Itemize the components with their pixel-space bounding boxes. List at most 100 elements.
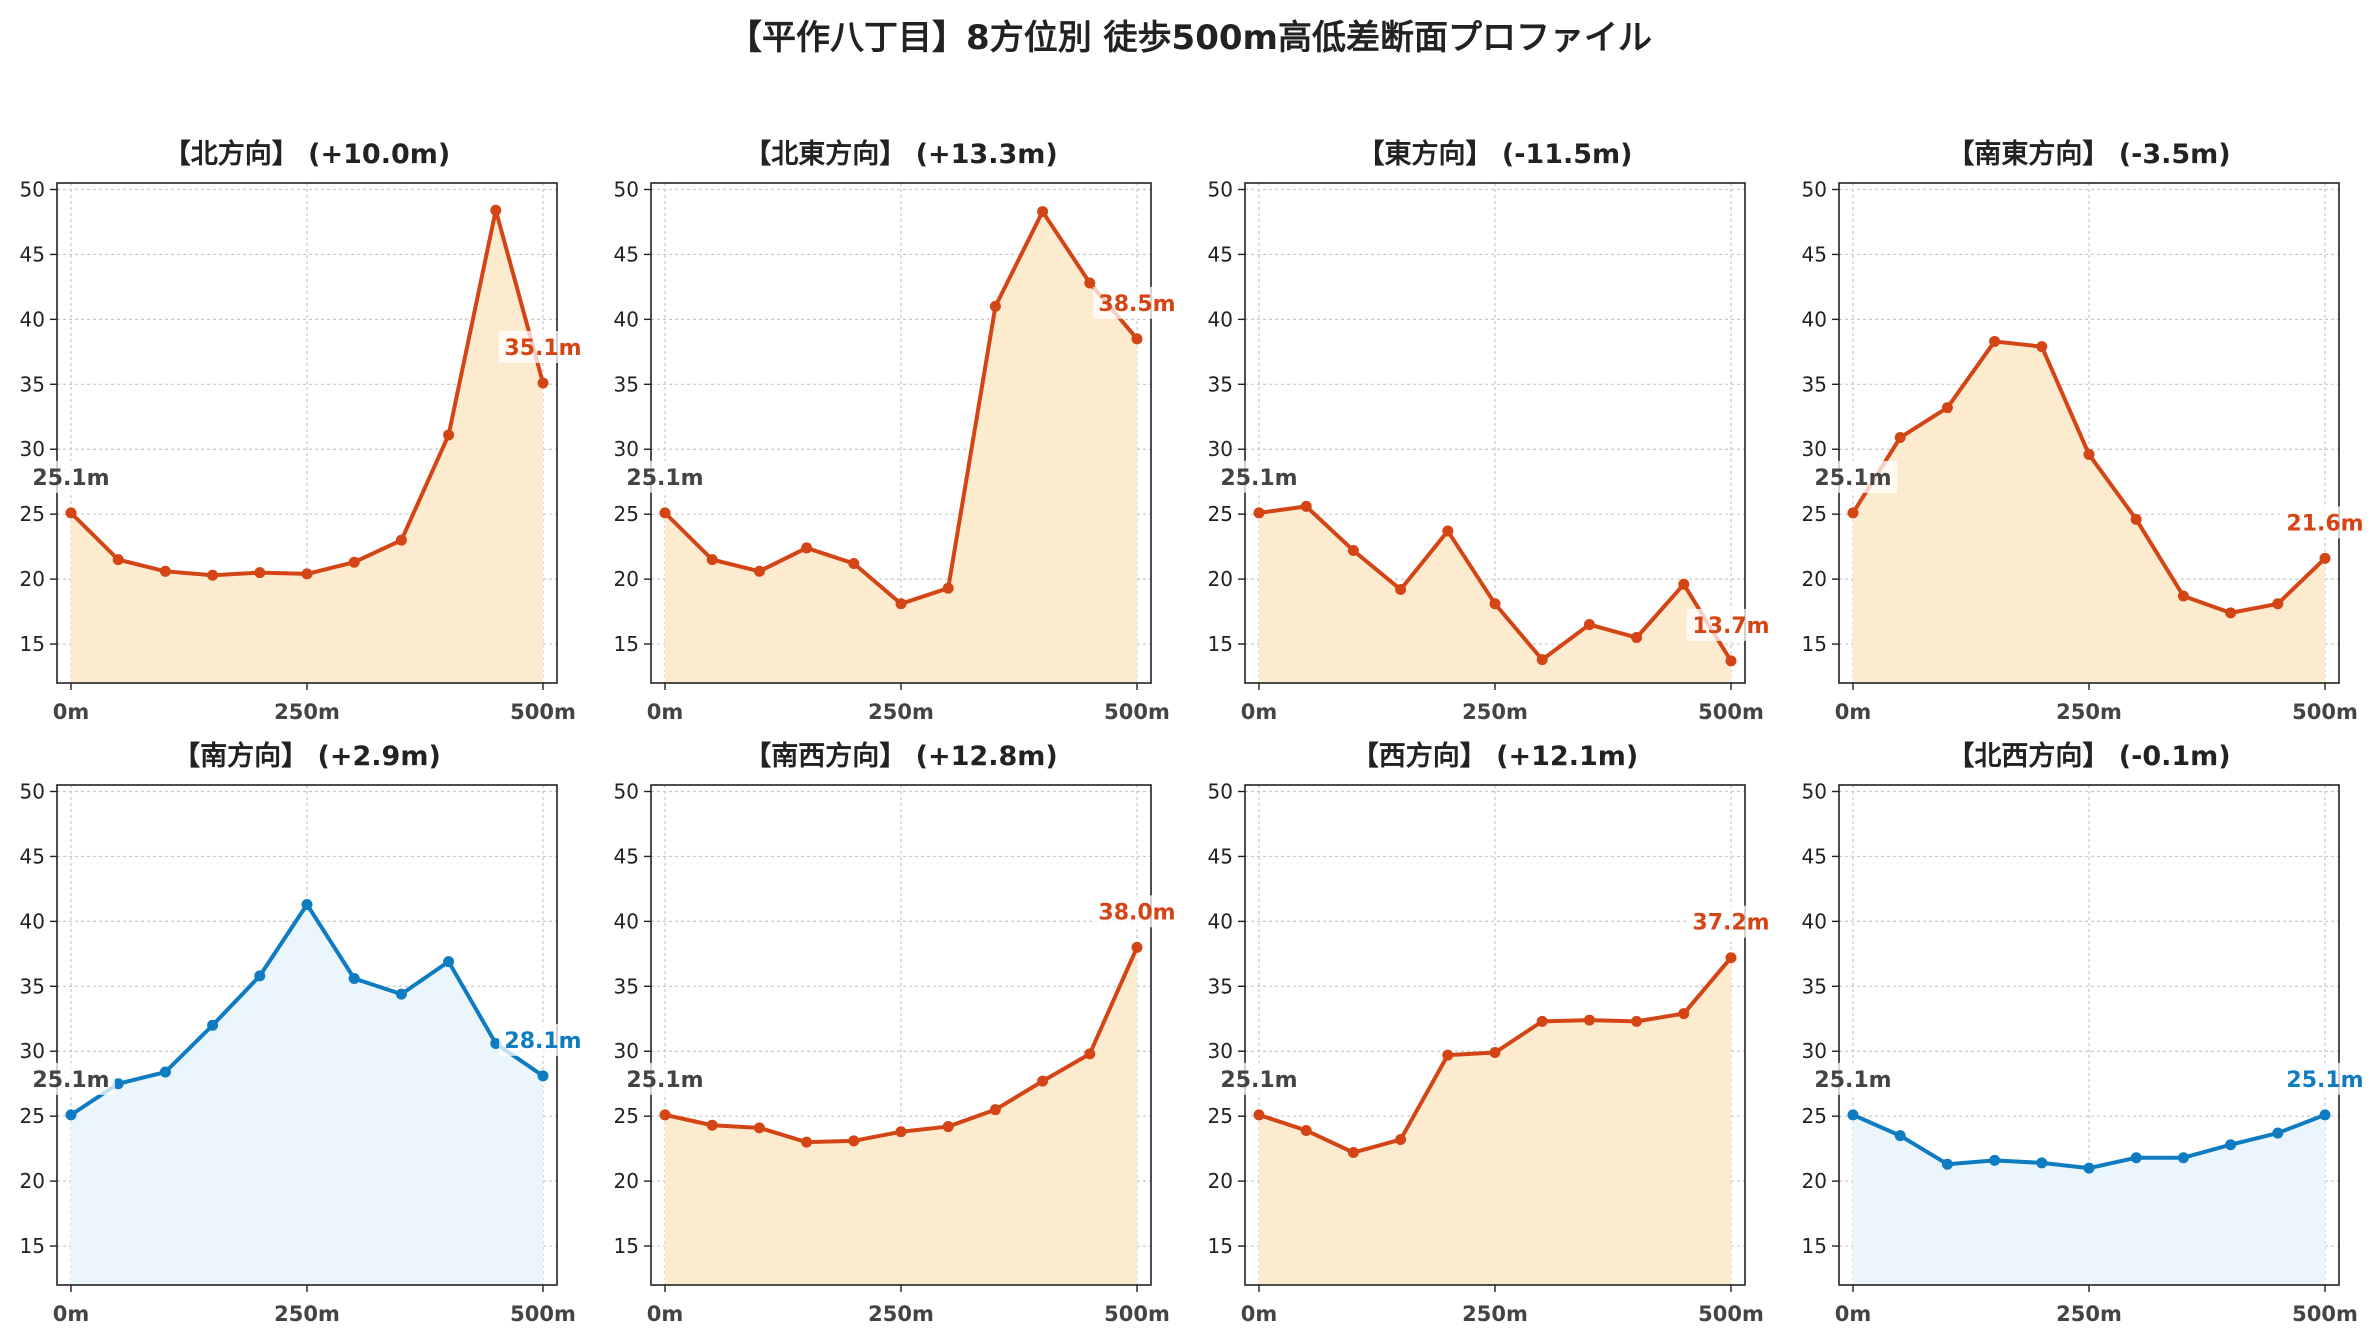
data-point — [706, 554, 718, 566]
data-point — [1536, 1015, 1548, 1027]
data-point — [1678, 578, 1690, 590]
data-point — [1037, 206, 1049, 218]
y-tick-label: 25 — [1208, 1104, 1233, 1128]
data-point — [659, 507, 671, 519]
start-label-bg — [1809, 460, 1897, 493]
area-fill — [665, 211, 1137, 684]
x-tick-label: 0m — [53, 1302, 90, 1326]
end-value-label: 21.6m — [2286, 511, 2363, 536]
y-tick-label: 15 — [1802, 632, 1827, 656]
y-tick-label: 25 — [1802, 502, 1827, 526]
data-point — [159, 1066, 171, 1078]
data-point — [1442, 525, 1454, 537]
y-tick-label: 45 — [1208, 844, 1233, 868]
y-tick-label: 35 — [1802, 974, 1827, 998]
start-label-bg — [27, 460, 115, 493]
end-label-bg — [2281, 1062, 2369, 1095]
data-point — [1536, 654, 1548, 666]
data-point — [1489, 598, 1501, 610]
y-tick-label: 20 — [614, 567, 639, 591]
start-value-label: 25.1m — [1220, 466, 1297, 491]
data-point — [2177, 590, 2189, 602]
data-point — [1300, 500, 1312, 512]
y-tick-label: 35 — [20, 372, 45, 396]
start-label-bg — [27, 1062, 115, 1095]
data-point — [989, 1104, 1001, 1116]
x-tick-label: 0m — [647, 1302, 684, 1326]
area-fill — [71, 904, 543, 1285]
data-point — [2036, 1157, 2048, 1169]
data-point — [1131, 941, 1143, 953]
panel-title: 【北東方向】 (+13.3m) — [744, 138, 1057, 170]
data-point — [848, 1135, 860, 1147]
data-point — [942, 1121, 954, 1133]
data-point — [2083, 448, 2095, 460]
y-tick-label: 30 — [1802, 1039, 1827, 1063]
data-point — [989, 300, 1001, 312]
start-label-bg — [1215, 1062, 1303, 1095]
y-tick-label: 30 — [614, 1039, 639, 1063]
end-label-bg — [1093, 286, 1181, 319]
y-tick-label: 15 — [20, 1234, 45, 1258]
panel-title: 【南方向】 (+2.9m) — [173, 740, 441, 772]
end-label-bg — [1687, 905, 1775, 938]
end-value-label: 28.1m — [504, 1029, 581, 1054]
y-tick-label: 30 — [1208, 437, 1233, 461]
data-point — [1442, 1049, 1454, 1061]
data-point — [537, 377, 549, 389]
data-point — [1489, 1047, 1501, 1059]
panel-title: 【東方向】 (-11.5m) — [1357, 138, 1632, 170]
data-point — [2177, 1152, 2189, 1164]
data-point — [301, 898, 313, 910]
y-tick-label: 25 — [20, 1104, 45, 1128]
area-fill — [1853, 341, 2325, 683]
data-point — [1395, 1134, 1407, 1146]
data-point — [159, 565, 171, 577]
y-tick-label: 45 — [614, 844, 639, 868]
y-tick-label: 50 — [1802, 177, 1827, 201]
end-value-label: 38.5m — [1098, 292, 1175, 317]
data-point — [2272, 1127, 2284, 1139]
y-tick-label: 50 — [20, 779, 45, 803]
data-point — [395, 988, 407, 1000]
data-point — [301, 568, 313, 580]
y-tick-label: 35 — [1208, 372, 1233, 396]
y-tick-label: 35 — [1802, 372, 1827, 396]
area-fill — [71, 210, 543, 684]
data-point — [753, 565, 765, 577]
y-tick-label: 40 — [20, 909, 45, 933]
x-tick-label: 0m — [53, 700, 90, 724]
y-tick-label: 40 — [1802, 909, 1827, 933]
start-value-label: 25.1m — [32, 1068, 109, 1093]
data-point — [1583, 619, 1595, 631]
data-point — [395, 534, 407, 546]
data-point — [1631, 1015, 1643, 1027]
data-point — [2036, 341, 2048, 353]
x-tick-label: 250m — [274, 700, 340, 724]
y-tick-label: 15 — [1208, 1234, 1233, 1258]
data-point — [801, 542, 813, 554]
data-point — [65, 507, 77, 519]
data-point — [1131, 333, 1143, 345]
data-point — [801, 1136, 813, 1148]
data-point — [1583, 1014, 1595, 1026]
panel-title: 【南西方向】 (+12.8m) — [744, 740, 1057, 772]
x-tick-label: 250m — [1462, 1302, 1528, 1326]
data-point — [848, 558, 860, 570]
y-tick-label: 40 — [614, 909, 639, 933]
y-tick-label: 45 — [1802, 242, 1827, 266]
data-point — [1989, 335, 2001, 347]
start-value-label: 25.1m — [32, 466, 109, 491]
y-tick-label: 25 — [614, 502, 639, 526]
data-point — [207, 1019, 219, 1031]
start-value-label: 25.1m — [1814, 466, 1891, 491]
x-tick-label: 250m — [2056, 700, 2122, 724]
data-point — [1084, 277, 1096, 289]
y-tick-label: 40 — [614, 307, 639, 331]
